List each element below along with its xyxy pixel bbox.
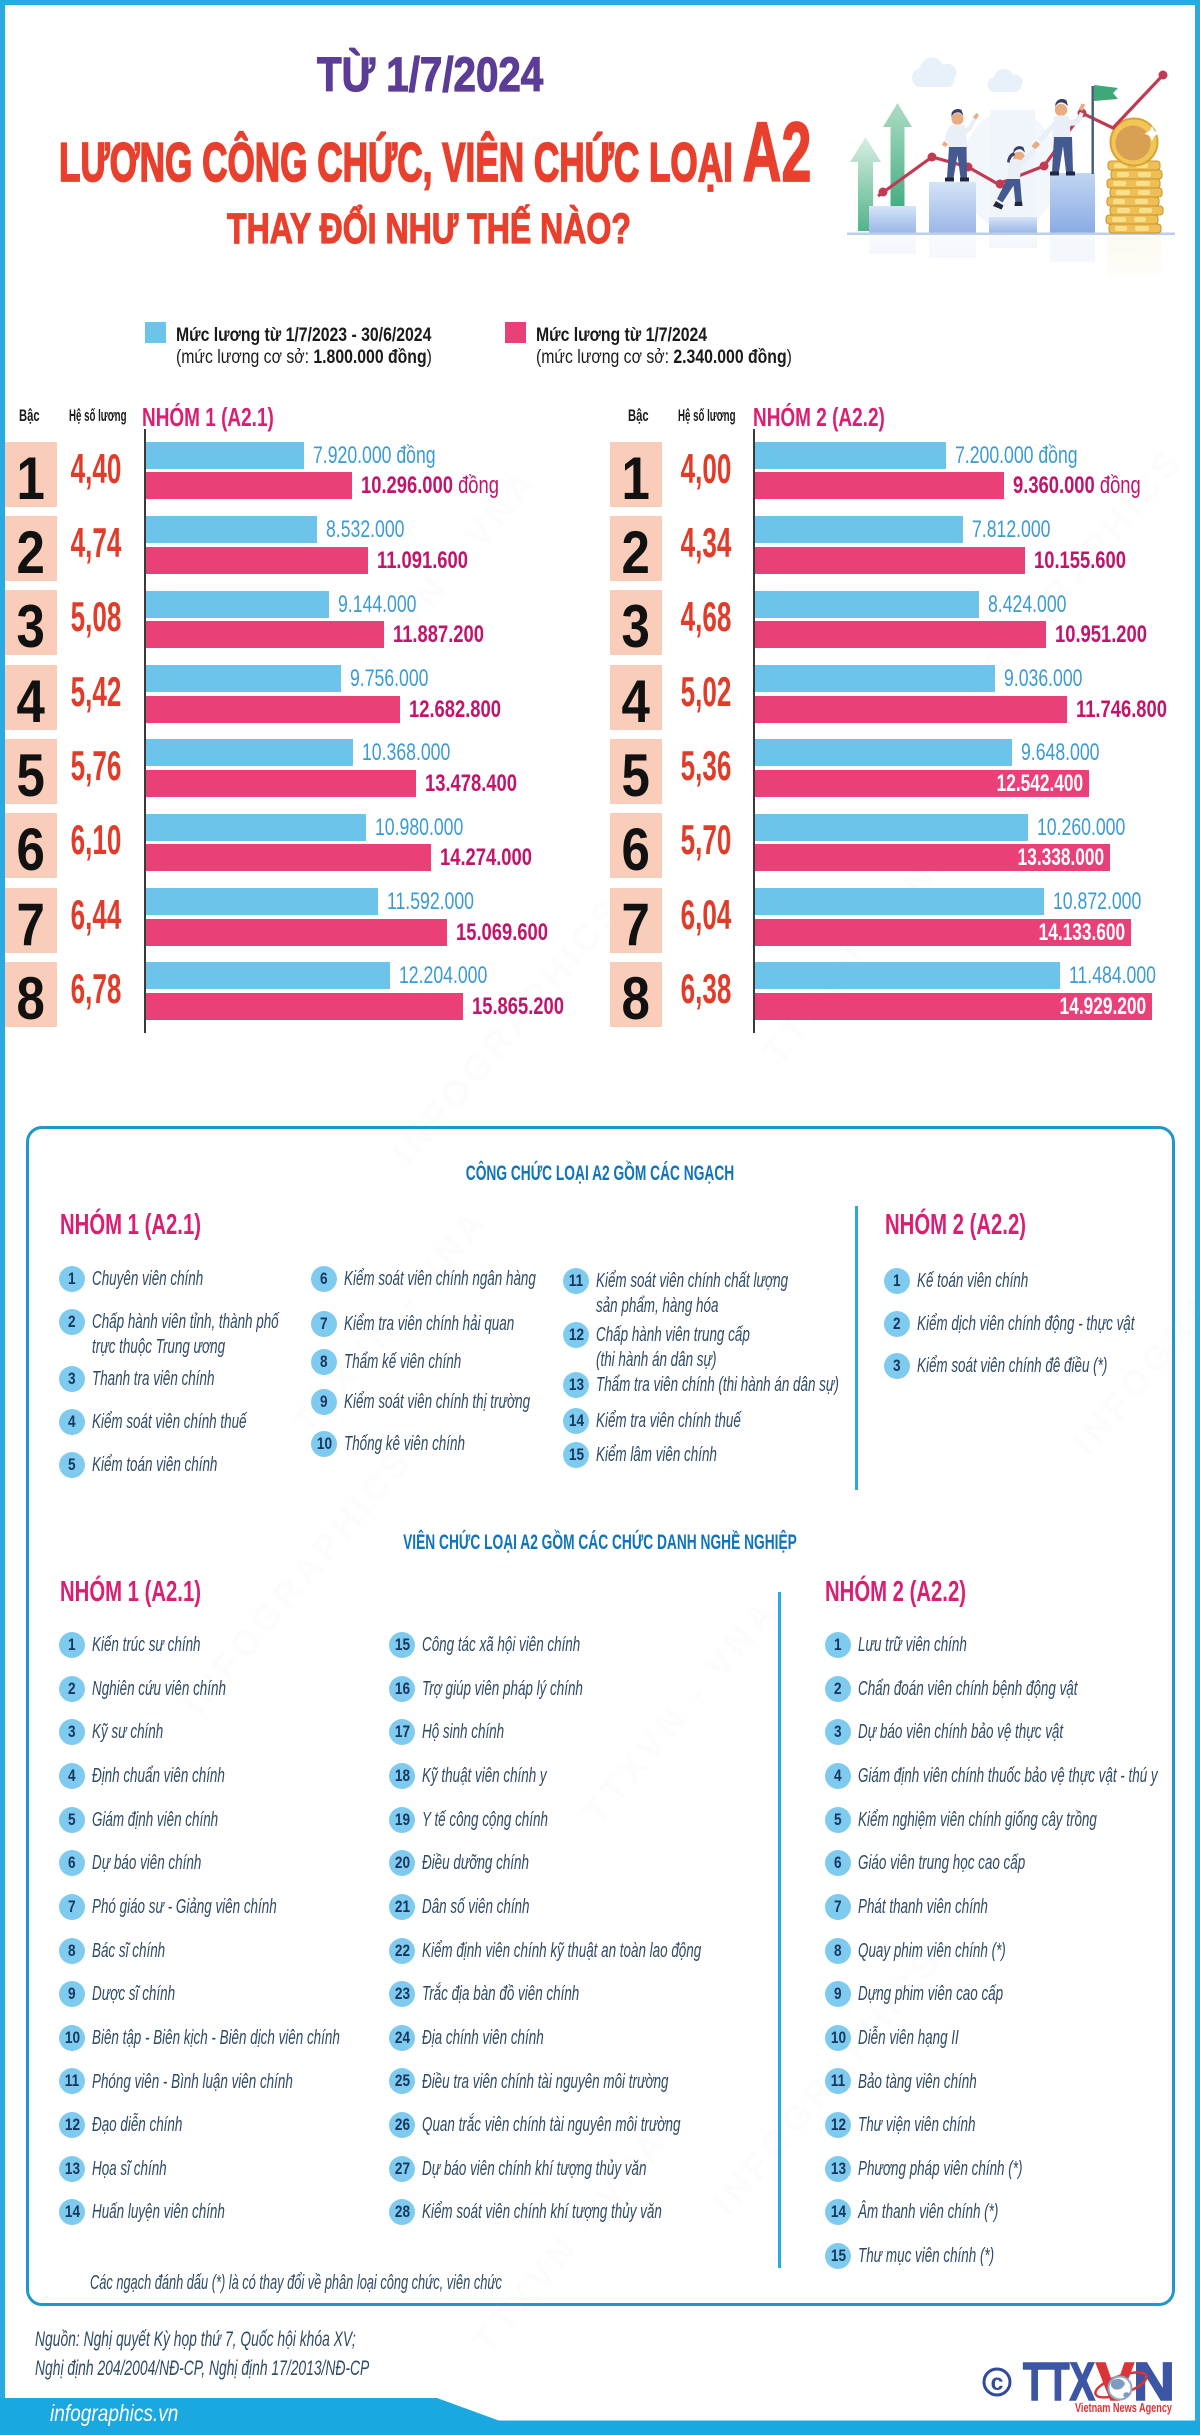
svg-text:TTX: TTX — [1023, 2352, 1095, 2412]
svg-text:N: N — [1133, 2352, 1175, 2412]
svg-text:Vietnam News Agency: Vietnam News Agency — [1075, 2400, 1173, 2415]
svg-text:c: c — [991, 2369, 1004, 2395]
